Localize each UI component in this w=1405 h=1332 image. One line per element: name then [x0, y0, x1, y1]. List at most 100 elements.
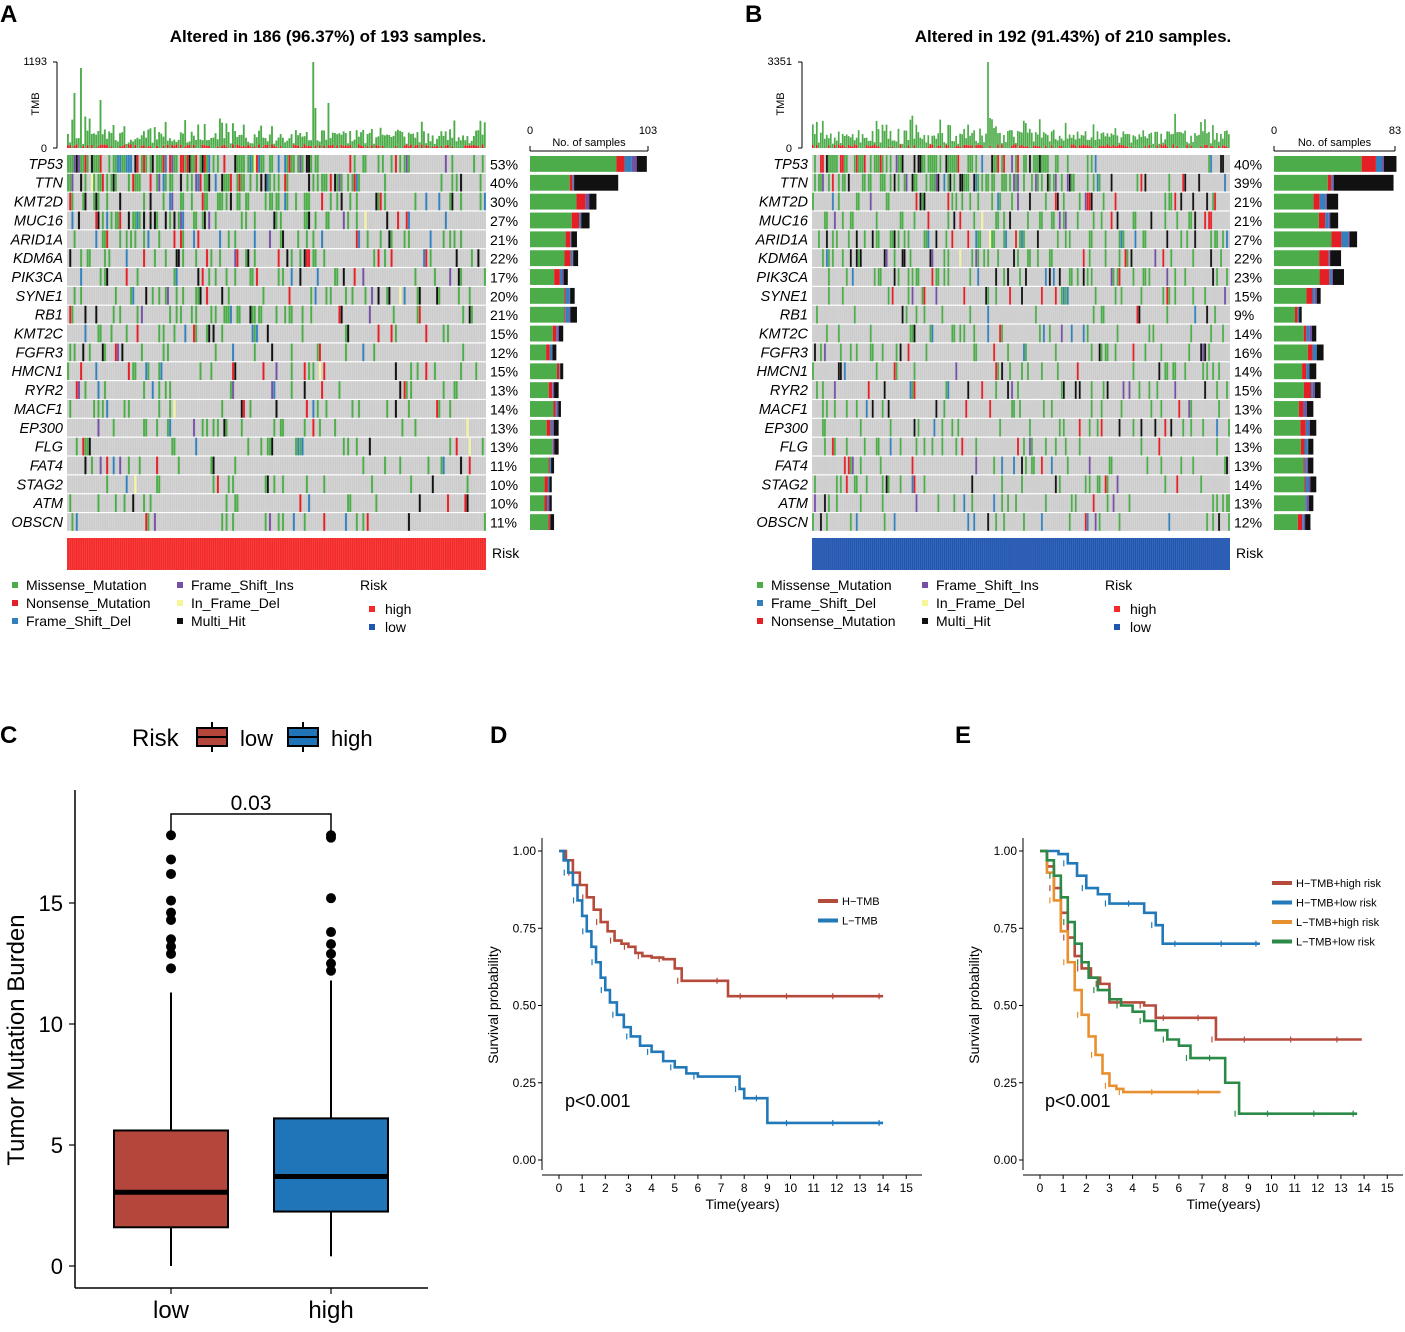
tmb-bar	[943, 142, 946, 146]
mutation-cell	[307, 362, 311, 380]
km-curve	[1040, 849, 1221, 1094]
tmb-bar-top	[344, 145, 347, 148]
mutation-cell	[127, 173, 130, 192]
tmb-bar-top	[399, 146, 402, 148]
mutation-cell	[1030, 173, 1033, 192]
mutation-cell	[817, 173, 820, 192]
tmb-bar	[1204, 119, 1206, 145]
tmb-bar	[1026, 132, 1029, 147]
mutation-cell	[913, 362, 916, 380]
tmb-bar	[249, 143, 252, 147]
tmb-bar-top	[323, 146, 326, 148]
mutation-cell	[823, 437, 826, 456]
gene-bar-segment	[1274, 514, 1298, 530]
tmb-bar	[1226, 130, 1228, 147]
mutation-cell	[338, 305, 341, 324]
mutation-cell	[101, 400, 104, 418]
mutation-cell	[218, 192, 222, 211]
mutation-cell	[1070, 268, 1073, 286]
mutation-cell	[1190, 211, 1193, 230]
mutation-cell	[208, 211, 211, 230]
mutation-cell	[221, 173, 224, 192]
tmb-bar-top	[97, 146, 100, 148]
mutation-cell	[995, 362, 998, 380]
mutation-cell	[392, 305, 395, 324]
mutation-cell	[895, 362, 898, 380]
mutation-cell	[119, 211, 122, 230]
mutation-cell	[1210, 155, 1213, 173]
mutation-cell	[819, 173, 822, 192]
mutation-cell	[158, 400, 161, 418]
mutation-cell	[399, 155, 402, 173]
mutation-cell	[993, 173, 996, 192]
gene-bar-segment	[1299, 306, 1302, 323]
tmb-min-label: 0	[41, 143, 47, 155]
mutation-cell	[1060, 381, 1063, 399]
tmb-bar-top	[1104, 146, 1107, 148]
tmb-bar	[979, 128, 981, 145]
mutation-cell	[1116, 475, 1119, 494]
mutation-cell	[827, 494, 830, 512]
tmb-bar-top	[127, 144, 130, 148]
tmb-bar	[813, 134, 816, 147]
tmb-bar	[342, 131, 345, 147]
mutation-cell	[69, 494, 72, 512]
tmb-bar-top	[84, 146, 87, 148]
mutation-cell	[841, 286, 844, 305]
tmb-bar	[1090, 137, 1093, 147]
gene-bar-segment	[1274, 212, 1319, 229]
mutation-cell	[839, 343, 842, 362]
km-y-tick-label: 1.00	[994, 844, 1018, 858]
legend-risk-title: Risk	[1105, 577, 1133, 593]
tmb-bar-top	[197, 145, 200, 148]
mutation-cell	[1058, 211, 1061, 230]
mutation-cell	[1192, 456, 1195, 475]
mutation-cell	[427, 456, 430, 475]
gene-row-bg	[67, 343, 486, 362]
mutation-cell	[312, 173, 315, 192]
mutation-cell	[375, 494, 378, 512]
mutation-cell	[214, 305, 217, 324]
tmb-bar	[142, 131, 145, 146]
mutation-cell	[312, 249, 315, 267]
gene-bar-segment	[1309, 325, 1313, 342]
mutation-cell	[394, 324, 397, 343]
tmb-bar	[190, 131, 193, 146]
tmb-bar	[833, 137, 836, 145]
mutation-cell	[1030, 437, 1033, 456]
mutation-cell	[1122, 381, 1125, 399]
km-x-tick-label: 8	[1222, 1181, 1229, 1195]
mutation-cell	[861, 155, 864, 173]
tmb-bar	[1084, 131, 1087, 146]
mutation-cell	[84, 192, 87, 211]
mutation-cell	[1226, 230, 1229, 249]
mutation-cell	[201, 192, 204, 211]
mutation-cell	[158, 475, 161, 494]
mutation-cell	[1011, 400, 1014, 418]
mutation-cell	[845, 475, 848, 494]
mutation-cell	[149, 155, 152, 173]
mutation-cell	[418, 494, 421, 512]
tmb-bar	[1052, 129, 1055, 145]
tmb-bar-top	[338, 144, 341, 148]
mutation-cell	[1013, 173, 1016, 192]
tmb-bar	[84, 116, 87, 147]
tmb-bar-top	[351, 145, 354, 148]
gene-bar-segment	[530, 212, 572, 229]
mutation-cell	[823, 343, 826, 362]
mutation-cell	[1042, 155, 1045, 173]
tmb-bar-top	[288, 144, 291, 148]
mutation-cell	[271, 192, 274, 211]
tmb-bar-top	[1088, 146, 1091, 148]
mutation-cell	[253, 324, 256, 343]
mutation-cell	[855, 155, 858, 173]
mutation-cell	[212, 155, 215, 173]
mutation-cell	[249, 400, 252, 418]
mutation-cell	[67, 173, 70, 192]
mutation-cell	[909, 324, 912, 343]
mutation-cell	[1210, 230, 1213, 249]
mutation-cell	[305, 230, 308, 249]
tmb-bar-top	[1044, 145, 1047, 148]
mutation-cell	[1148, 268, 1151, 286]
gene-bar-segment	[1306, 287, 1313, 304]
